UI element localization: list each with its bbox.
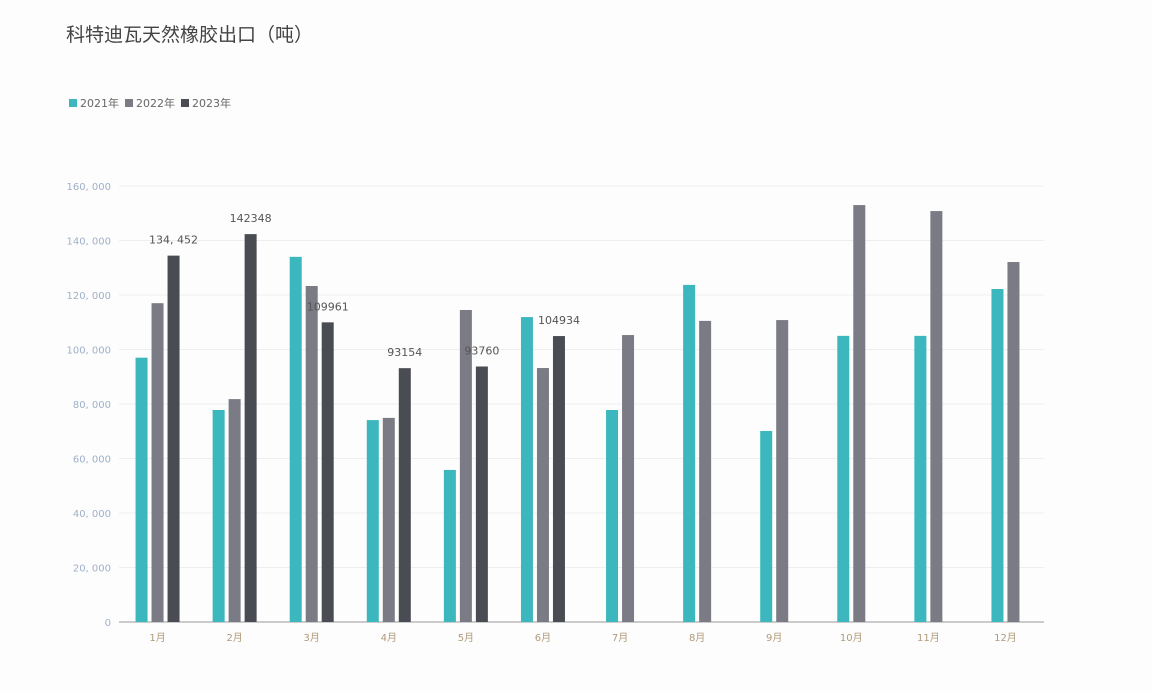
y-tick-label: 20, 000 [73, 564, 111, 575]
y-tick-label: 140, 000 [66, 237, 111, 248]
bar [443, 469, 456, 622]
bar [167, 255, 180, 623]
legend-item-2022[interactable]: 2022年 [125, 95, 175, 111]
bar [914, 335, 927, 622]
x-tick-label: 3月 [304, 632, 320, 644]
bar [398, 368, 411, 622]
bar [622, 335, 635, 622]
bar [228, 399, 241, 622]
x-tick-label: 10月 [840, 632, 863, 644]
bar [760, 430, 773, 622]
legend-label: 2023年 [192, 97, 231, 110]
legend-label: 2022年 [136, 97, 175, 110]
bar [1007, 262, 1020, 622]
data-label: 93154 [387, 346, 422, 359]
x-tick-label: 8月 [689, 632, 705, 644]
chart-title: 科特迪瓦天然橡胶出口（吨） [66, 24, 314, 46]
y-tick-label: 40, 000 [73, 509, 111, 520]
bar [991, 289, 1004, 622]
bar [212, 409, 225, 622]
data-label: 109961 [307, 300, 349, 313]
bar [606, 409, 619, 622]
bar [536, 368, 549, 622]
bar [135, 357, 148, 622]
bar [699, 320, 712, 622]
x-tick-label: 5月 [458, 632, 474, 644]
x-tick-label: 1月 [149, 632, 165, 644]
legend-item-2021[interactable]: 2021年 [69, 95, 119, 111]
y-tick-label: 0 [105, 618, 111, 629]
bar [520, 317, 533, 622]
y-tick-label: 100, 000 [66, 346, 111, 357]
y-tick-label: 120, 000 [66, 291, 111, 302]
bar [321, 322, 334, 622]
data-label: 142348 [230, 212, 272, 225]
bar [305, 286, 318, 622]
bar [837, 335, 850, 622]
bar [366, 420, 379, 622]
bar [683, 284, 696, 622]
legend-label: 2021年 [80, 97, 119, 110]
bar [151, 303, 164, 622]
bar [382, 417, 395, 622]
y-tick-label: 60, 000 [73, 455, 111, 466]
data-label: 104934 [538, 314, 580, 327]
x-tick-label: 6月 [535, 632, 551, 644]
bar [475, 366, 488, 622]
y-tick-label: 80, 000 [73, 400, 111, 411]
data-label: 93760 [464, 345, 499, 358]
data-label: 134, 452 [149, 234, 198, 247]
x-tick-label: 11月 [917, 632, 940, 644]
bar [853, 205, 866, 622]
x-tick-label: 12月 [994, 632, 1017, 644]
legend-swatch [69, 99, 77, 107]
bar [930, 211, 943, 622]
legend-item-2023[interactable]: 2023年 [181, 95, 231, 111]
y-tick-label: 160, 000 [66, 182, 111, 193]
bar [552, 336, 565, 622]
x-tick-label: 7月 [612, 632, 628, 644]
x-tick-label: 4月 [381, 632, 397, 644]
bar [776, 320, 789, 622]
bar [289, 256, 302, 622]
x-tick-label: 2月 [226, 632, 242, 644]
legend-swatch [181, 99, 189, 107]
bar [459, 309, 472, 622]
bar [244, 234, 257, 623]
legend-swatch [125, 99, 133, 107]
x-tick-label: 9月 [766, 632, 782, 644]
legend: 2021年 2022年 2023年 [69, 95, 231, 111]
